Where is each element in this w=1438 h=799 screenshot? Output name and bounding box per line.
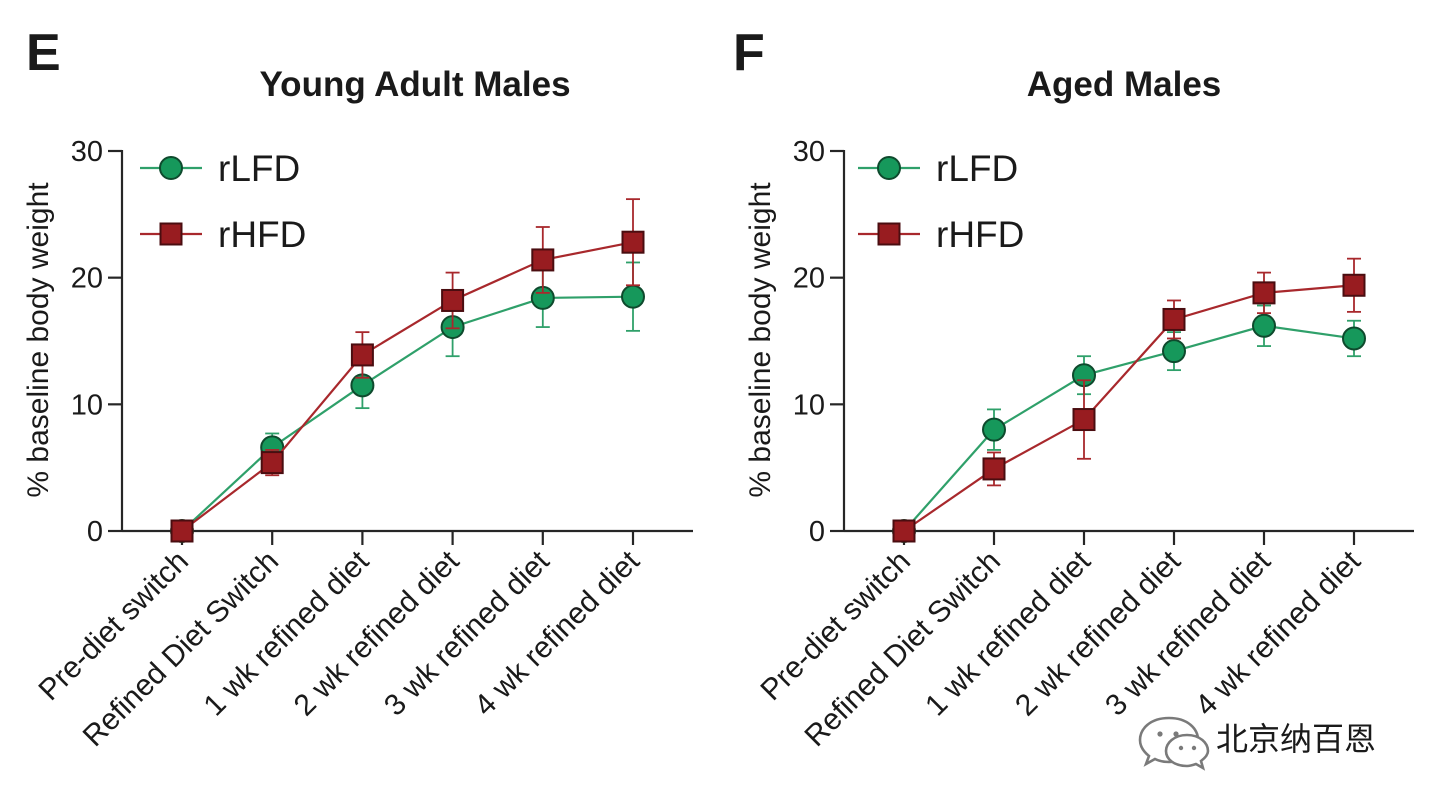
x-tick-label: 2 wk refined diet bbox=[1009, 544, 1187, 722]
legend-label: rHFD bbox=[218, 214, 306, 255]
wechat-icon-eye bbox=[1157, 731, 1163, 737]
x-tick-label: 3 wk refined diet bbox=[378, 544, 556, 722]
watermark: 北京纳百恩 bbox=[1138, 716, 1376, 771]
x-tick-label: 1 wk refined diet bbox=[919, 544, 1097, 722]
wechat-icon-bubble-small bbox=[1164, 733, 1210, 771]
data-point bbox=[892, 519, 916, 543]
series-line bbox=[903, 324, 1355, 532]
data-point bbox=[982, 417, 1006, 442]
x-tick-label: Pre-diet switch bbox=[755, 545, 917, 707]
series-rlfd bbox=[892, 304, 1366, 543]
legend-label: rHFD bbox=[936, 214, 1024, 255]
legend-item-rhfd: rHFD bbox=[140, 214, 306, 255]
data-point bbox=[621, 230, 645, 254]
y-tick-label: 20 bbox=[71, 263, 103, 295]
data-point bbox=[260, 451, 284, 475]
series-line bbox=[181, 241, 634, 532]
chart-panel-e: E Young Adult Males % baseline body weight… bbox=[22, 24, 693, 753]
y-axis-label: % baseline body weight bbox=[22, 182, 55, 498]
wechat-icon-eye bbox=[1178, 745, 1184, 751]
legend-marker bbox=[159, 222, 183, 246]
legend-marker bbox=[877, 156, 901, 180]
panel-label: F bbox=[733, 24, 765, 82]
series-line bbox=[181, 295, 634, 532]
data-point bbox=[170, 519, 194, 543]
data-point bbox=[1252, 281, 1276, 305]
x-tick-label: 4 wk refined diet bbox=[1189, 544, 1367, 722]
chart-panel-f: F Aged Males % baseline body weight 0 10 20 30… bbox=[733, 24, 1414, 753]
x-tick-label: 4 wk refined diet bbox=[468, 544, 646, 722]
data-point bbox=[1342, 273, 1366, 297]
wechat-icon bbox=[1138, 716, 1210, 771]
panel-label: E bbox=[26, 24, 61, 82]
x-tick-label: 3 wk refined diet bbox=[1099, 544, 1277, 722]
data-point bbox=[350, 343, 374, 367]
y-tick-label: 10 bbox=[793, 389, 825, 421]
y-axis-label: % baseline body weight bbox=[744, 182, 777, 498]
wechat-icon-eye bbox=[1191, 745, 1197, 751]
legend-item-rlfd: rLFD bbox=[140, 148, 300, 189]
watermark-text: 北京纳百恩 bbox=[1216, 720, 1376, 758]
legend-item-rlfd: rLFD bbox=[858, 148, 1018, 189]
x-tick-label: 1 wk refined diet bbox=[198, 544, 376, 722]
x-tick-label: Pre-diet switch bbox=[33, 545, 195, 707]
data-point bbox=[1252, 313, 1276, 338]
series-rhfd bbox=[170, 198, 645, 543]
x-tick-label: 2 wk refined diet bbox=[288, 544, 466, 722]
legend-marker bbox=[159, 156, 183, 180]
data-point bbox=[982, 457, 1006, 481]
chart-title: Young Adult Males bbox=[259, 65, 570, 104]
legend-item-rhfd: rHFD bbox=[858, 214, 1024, 255]
data-point bbox=[1342, 326, 1366, 351]
series-rlfd bbox=[170, 261, 645, 543]
legend-marker bbox=[877, 222, 901, 246]
legend-label: rLFD bbox=[936, 148, 1018, 189]
data-point bbox=[1072, 408, 1096, 432]
y-tick-label: 20 bbox=[793, 263, 825, 295]
data-point bbox=[531, 248, 555, 272]
y-tick-label: 0 bbox=[87, 516, 103, 548]
legend-label: rLFD bbox=[218, 148, 300, 189]
data-point bbox=[441, 288, 465, 312]
y-tick-label: 10 bbox=[71, 389, 103, 421]
data-point bbox=[1162, 339, 1186, 364]
y-tick-label: 0 bbox=[809, 516, 825, 548]
data-point bbox=[1162, 307, 1186, 331]
y-tick-label: 30 bbox=[793, 136, 825, 168]
data-point bbox=[621, 284, 645, 309]
series-line bbox=[903, 284, 1355, 532]
y-tick-label: 30 bbox=[71, 136, 103, 168]
series-rhfd bbox=[892, 257, 1366, 543]
chart-title: Aged Males bbox=[1027, 65, 1222, 104]
